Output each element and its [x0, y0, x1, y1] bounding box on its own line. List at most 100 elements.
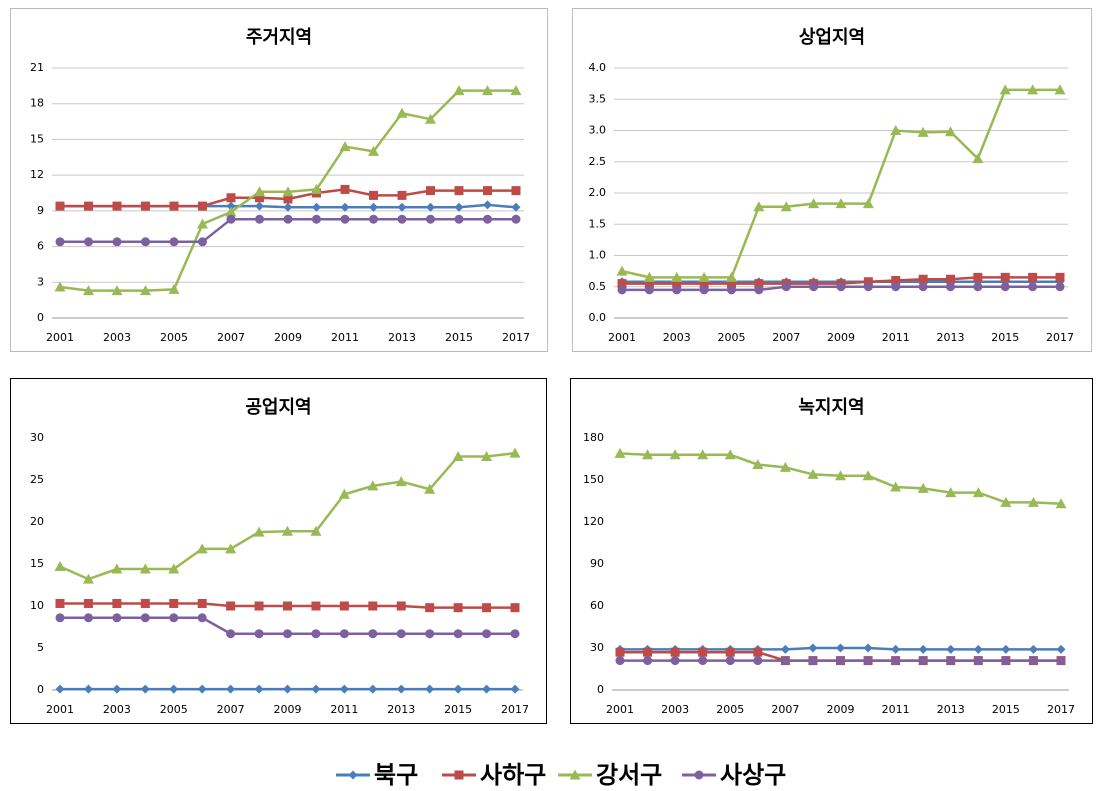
data-point — [511, 186, 521, 196]
legend-label: 사상구 — [720, 761, 786, 789]
data-point — [917, 126, 929, 137]
x-tick-label: 2017 — [1047, 703, 1075, 716]
data-point — [1027, 496, 1039, 507]
data-point — [509, 447, 521, 458]
data-point — [1056, 656, 1066, 666]
data-point — [617, 279, 627, 289]
data-point — [283, 214, 293, 224]
data-point — [809, 282, 819, 292]
y-tick-label: 0 — [37, 683, 44, 696]
data-point — [197, 613, 207, 623]
x-tick-label: 2017 — [502, 331, 530, 344]
data-point — [169, 684, 179, 694]
data-point — [972, 153, 984, 164]
data-point — [168, 283, 180, 294]
data-point — [453, 603, 463, 613]
data-point — [836, 656, 845, 666]
data-point — [482, 85, 493, 96]
data-point — [1000, 272, 1010, 282]
data-point — [644, 285, 654, 295]
data-point — [55, 201, 65, 211]
data-point — [55, 613, 65, 623]
y-tick-label: 3.0 — [589, 124, 607, 137]
x-tick-label: 2013 — [388, 331, 416, 344]
data-point — [226, 629, 236, 639]
x-tick-label: 2015 — [991, 331, 1019, 344]
data-point — [482, 603, 492, 613]
data-point — [726, 271, 737, 282]
data-point — [453, 629, 463, 639]
data-point — [697, 449, 709, 460]
data-point — [972, 487, 984, 498]
data-point — [84, 201, 93, 211]
x-tick-label: 2009 — [274, 331, 302, 344]
data-point — [780, 656, 790, 666]
data-point — [397, 190, 407, 200]
data-point — [140, 285, 151, 296]
data-point — [396, 601, 406, 611]
data-point — [863, 277, 873, 287]
data-point — [753, 647, 763, 657]
x-tick-label: 2001 — [46, 703, 74, 716]
x-tick-label: 2011 — [330, 703, 358, 716]
data-point — [368, 684, 378, 694]
x-tick-label: 2003 — [663, 331, 691, 344]
y-tick-label: 3.5 — [589, 92, 607, 105]
data-point — [946, 644, 956, 654]
data-point — [226, 214, 236, 224]
data-point — [725, 647, 735, 657]
data-point — [945, 487, 957, 498]
data-point — [835, 198, 847, 209]
data-point — [698, 656, 708, 666]
legend-label: 사하구 — [480, 761, 546, 789]
data-point — [482, 629, 492, 639]
panel — [10, 8, 548, 352]
x-tick-label: 2003 — [103, 331, 131, 344]
legend-label: 강서구 — [596, 761, 662, 789]
x-tick-label: 2017 — [501, 703, 529, 716]
data-point — [699, 285, 709, 295]
data-point — [425, 113, 436, 124]
data-point — [808, 656, 818, 666]
data-point — [946, 274, 955, 284]
y-tick-label: 30 — [590, 641, 604, 654]
chart-title: 공업지역 — [245, 397, 311, 418]
data-point — [141, 201, 150, 211]
data-point — [425, 684, 435, 694]
legend-label: 북구 — [374, 761, 418, 789]
data-point — [510, 684, 520, 694]
y-tick-label: 0.0 — [589, 311, 607, 324]
data-point — [55, 598, 65, 608]
data-point — [112, 613, 122, 623]
data-point — [198, 237, 207, 247]
data-point — [753, 656, 763, 666]
data-point — [367, 480, 379, 491]
x-tick-label: 2005 — [160, 331, 188, 344]
data-point — [453, 85, 465, 96]
legend-marker — [454, 770, 464, 780]
data-point — [425, 603, 435, 613]
panel — [572, 8, 1092, 352]
y-tick-label: 2.5 — [589, 155, 607, 168]
data-point — [1056, 644, 1066, 654]
data-point — [483, 200, 492, 210]
data-point — [780, 644, 790, 654]
data-point — [511, 214, 521, 224]
y-tick-label: 1.5 — [589, 217, 607, 230]
data-point — [836, 643, 845, 653]
data-point — [368, 601, 378, 611]
data-point — [139, 563, 151, 574]
data-point — [1001, 644, 1011, 654]
data-point — [999, 84, 1011, 95]
data-point — [396, 684, 406, 694]
data-point — [973, 644, 983, 654]
y-tick-label: 21 — [30, 61, 44, 74]
y-tick-label: 25 — [30, 473, 44, 486]
data-point — [369, 202, 378, 212]
data-point — [642, 449, 654, 460]
data-point — [727, 285, 736, 295]
data-point — [862, 470, 874, 481]
x-tick-label: 2009 — [827, 703, 855, 716]
data-point — [83, 613, 93, 623]
data-point — [339, 629, 349, 639]
